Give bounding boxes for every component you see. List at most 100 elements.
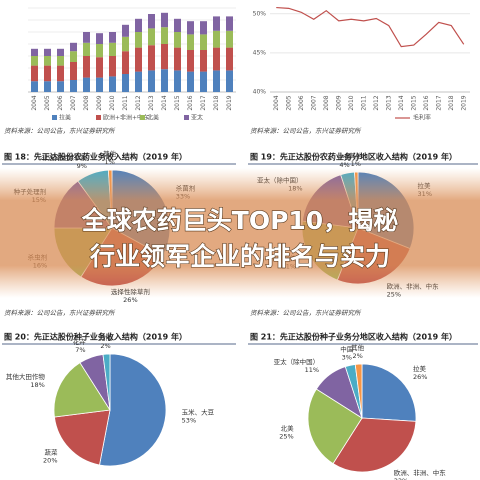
figure-caption: 图 21：先正达股份种子业务分地区收入结构（2019 年） <box>250 332 457 342</box>
x-tick-label: 2011 <box>122 95 129 110</box>
slice-label: 其他 <box>351 343 365 352</box>
x-tick-label: 2006 <box>298 95 305 110</box>
bar-segment <box>57 48 64 56</box>
slice-label: 北美 <box>281 423 295 432</box>
slice-value: 3% <box>342 354 352 362</box>
slice-label: 亚太（除中国） <box>274 357 320 366</box>
x-tick-label: 2008 <box>323 95 330 110</box>
slice-label: 花卉 <box>73 337 87 346</box>
bar-segment <box>31 56 38 66</box>
bar-segment <box>187 71 194 92</box>
bar-segment <box>135 47 142 72</box>
x-tick-label: 2013 <box>148 95 155 110</box>
title-band <box>0 168 480 298</box>
line <box>276 6 465 48</box>
pie-slice <box>99 353 167 467</box>
bar-segment <box>135 71 142 92</box>
bar-segment <box>174 18 181 32</box>
bar-segment <box>109 32 116 43</box>
bar-segment <box>161 27 168 44</box>
x-tick-label: 2014 <box>161 95 168 110</box>
bar-segment <box>148 45 155 71</box>
slice-value: 2% <box>100 342 110 350</box>
bar-segment <box>122 36 129 52</box>
bar-segment <box>213 16 220 31</box>
bar-segment <box>122 51 129 74</box>
x-tick-label: 2019 <box>460 95 467 110</box>
bar-segment <box>213 30 220 48</box>
bar-segment <box>70 80 77 92</box>
bar-segment <box>200 50 207 72</box>
bar-segment <box>200 21 207 35</box>
bar-segment <box>174 32 181 48</box>
bar-segment <box>174 47 181 71</box>
x-tick-label: 2004 <box>273 95 280 110</box>
slice-label: 欧洲、非洲、中东 <box>394 468 447 477</box>
slice-label: 中国 <box>338 152 351 161</box>
pie-slice <box>354 363 363 419</box>
y-tick-label: 50% <box>253 10 267 17</box>
bar-segment <box>70 51 77 62</box>
bar-segment <box>200 71 207 92</box>
bar-segment <box>148 70 155 92</box>
bar-segment <box>109 42 116 56</box>
x-tick-label: 2007 <box>310 95 317 110</box>
source: 资料来源：公司公告，东兴证券研究所 <box>250 309 362 317</box>
bar-segment <box>161 12 168 28</box>
x-tick-label: 2014 <box>398 95 405 110</box>
slice-value: 1% <box>351 160 361 168</box>
x-tick-label: 2008 <box>83 95 90 110</box>
legend-label: 毛利率 <box>413 114 431 122</box>
source: 资料来源：公司公告，东兴证券研究所 <box>4 127 116 135</box>
x-tick-label: 2010 <box>348 95 355 110</box>
x-tick-label: 2009 <box>96 95 103 110</box>
pie-slice <box>53 409 111 466</box>
bar-segment <box>161 44 168 70</box>
slice-label: 非选择性除草剂 <box>41 153 87 162</box>
bar-segment <box>83 77 90 92</box>
slice-label: 其他 <box>103 149 117 158</box>
bar-segment <box>96 44 103 58</box>
bar-segment <box>44 81 51 92</box>
bar-segment <box>96 33 103 44</box>
bar-segment <box>57 65 64 82</box>
x-tick-label: 2016 <box>423 95 430 110</box>
pie-slice <box>307 388 363 465</box>
slice-value: 20% <box>43 457 57 465</box>
legend-swatch <box>184 115 189 120</box>
slice-value: 53% <box>182 416 196 424</box>
y-tick-label: 45% <box>253 49 267 56</box>
x-tick-label: 2006 <box>57 95 64 110</box>
bar-segment <box>83 42 90 56</box>
pie-slice <box>361 363 417 422</box>
bar-segment <box>135 32 142 48</box>
bar-segment <box>96 77 103 92</box>
slice-value: 11% <box>305 366 319 374</box>
legend-swatch <box>52 115 57 120</box>
bar-segment <box>122 24 129 37</box>
x-tick-label: 2013 <box>385 95 392 110</box>
slice-value: 18% <box>30 381 44 389</box>
x-tick-label: 2010 <box>109 95 116 110</box>
bar-segment <box>70 62 77 80</box>
bar-segment <box>44 65 51 82</box>
slice-value: 7% <box>75 346 85 354</box>
x-tick-label: 2009 <box>335 95 342 110</box>
x-tick-label: 2011 <box>360 95 367 110</box>
x-tick-label: 2015 <box>174 95 181 110</box>
bar-segment <box>31 81 38 92</box>
bar-segment <box>109 76 116 92</box>
bar-segment <box>161 69 168 92</box>
figure-caption: 图 19：先正达股份农药业务分地区收入结构（2019 年） <box>250 152 457 162</box>
bar-segment <box>70 42 77 52</box>
x-tick-label: 2017 <box>435 95 442 110</box>
slice-label: 拉美 <box>413 364 427 373</box>
pie-slice <box>53 362 111 418</box>
slice-label: 其他 <box>349 151 363 160</box>
slice-label: 玉米、大豆 <box>182 407 215 416</box>
bar-segment <box>226 70 233 92</box>
slice-value: 33% <box>394 477 408 480</box>
bar-segment <box>96 57 103 78</box>
legend-label: 北美 <box>147 114 159 122</box>
